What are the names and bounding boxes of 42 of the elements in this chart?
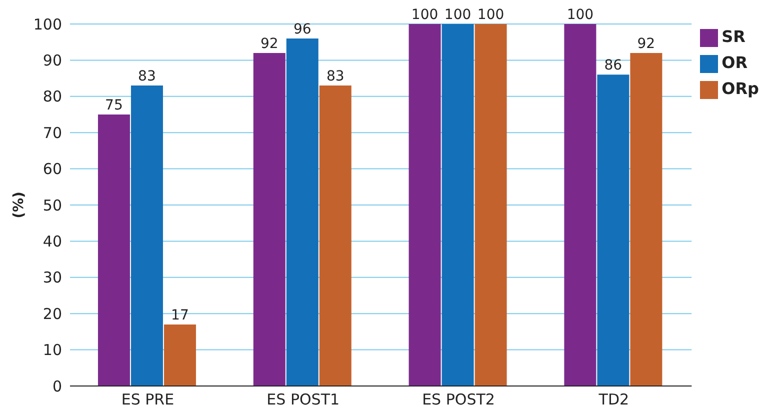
bar [319,86,352,386]
data-label: 100 [566,7,594,23]
y-tick-label: 60 [42,160,62,178]
y-tick-label: 10 [42,341,62,360]
data-label: 86 [604,58,622,74]
data-label: 83 [326,68,344,85]
x-tick-label: TD2 [598,390,630,409]
y-tick-label: 30 [42,268,62,287]
y-tick-label: 0 [52,377,62,396]
data-label: 92 [637,36,656,52]
y-tick-label: 100 [33,15,62,34]
data-label: 100 [444,7,472,23]
bar [442,24,474,386]
data-label: 100 [411,7,438,23]
y-tick-label: 80 [42,88,62,106]
bar [474,24,507,386]
legend-label: ORp [722,79,759,98]
bar [98,114,130,386]
bar [286,38,318,386]
bar [130,86,163,386]
bar [408,24,441,386]
data-label: 100 [477,7,504,23]
data-label: 83 [138,68,156,85]
bar [253,52,286,386]
x-tick-label: ES POST2 [422,390,495,409]
bar [597,74,630,386]
bar [564,24,596,386]
y-axis-title: (%) [10,192,27,218]
x-tick-label: ES PRE [121,390,174,409]
data-label: 75 [105,98,123,114]
legend-label: SR [722,27,746,46]
y-tick-label: 70 [42,124,62,142]
y-tick-label: 50 [42,196,62,214]
data-label: 92 [260,36,278,52]
data-label: 96 [293,21,312,38]
bar [164,324,196,386]
x-tick-label: ES POST1 [266,390,340,409]
bar [630,52,662,386]
legend-label: OR [722,53,748,72]
y-tick-label: 90 [42,52,62,70]
y-tick-label: 40 [42,232,62,251]
y-tick-label: 20 [42,304,62,323]
